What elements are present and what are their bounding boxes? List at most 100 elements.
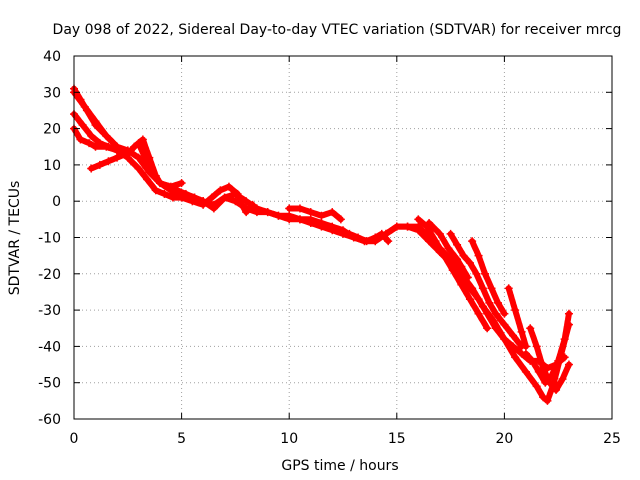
- data-point: [384, 237, 393, 246]
- data-point: [336, 215, 345, 224]
- data-point: [295, 215, 304, 224]
- series-band: [505, 285, 529, 350]
- series-band: [415, 216, 491, 332]
- data-point: [521, 349, 530, 358]
- y-tick-label: -40: [38, 339, 61, 355]
- series-track-8: [285, 204, 345, 224]
- data-point: [403, 222, 412, 231]
- data-point: [306, 215, 315, 224]
- series-band: [426, 220, 471, 281]
- y-tick-label: -50: [38, 376, 61, 392]
- data-point: [483, 309, 492, 318]
- data-point: [306, 208, 315, 217]
- data-point: [317, 218, 326, 227]
- data-point: [457, 280, 466, 289]
- data-point: [528, 356, 537, 365]
- data-point: [76, 135, 85, 144]
- data-point: [414, 222, 423, 231]
- data-point: [487, 284, 496, 293]
- data-point: [113, 153, 122, 162]
- data-point: [237, 200, 246, 209]
- data-point: [224, 182, 233, 191]
- y-tick-label: -60: [38, 412, 61, 428]
- data-point: [164, 182, 173, 191]
- data-point: [465, 284, 474, 293]
- data-point: [539, 364, 548, 373]
- data-point: [328, 208, 337, 217]
- data-point: [564, 309, 573, 318]
- data-point: [552, 385, 561, 394]
- data-point: [147, 168, 156, 177]
- data-point: [78, 120, 87, 129]
- data-point: [435, 229, 444, 238]
- data-point: [532, 342, 541, 351]
- data-point: [465, 295, 474, 304]
- data-point: [521, 367, 530, 376]
- data-point: [345, 229, 354, 238]
- y-tick-label: 0: [52, 194, 61, 210]
- y-tick-label: 40: [43, 49, 61, 65]
- data-point: [558, 375, 567, 384]
- data-point: [465, 258, 474, 267]
- x-tick-label: 5: [177, 431, 186, 447]
- series-track-9: [345, 229, 393, 246]
- data-point: [134, 164, 143, 173]
- data-point: [141, 153, 150, 162]
- data-point: [102, 142, 111, 151]
- data-point: [457, 262, 466, 271]
- data-point: [493, 298, 502, 307]
- x-tick-label: 20: [495, 431, 513, 447]
- series-track-13: [468, 237, 509, 318]
- data-point: [143, 175, 152, 184]
- data-point: [95, 160, 104, 169]
- data-point: [554, 356, 563, 365]
- data-point: [468, 237, 477, 246]
- y-tick-label: 30: [43, 85, 61, 101]
- data-point: [481, 269, 490, 278]
- data-point: [168, 193, 177, 202]
- series-track-12: [446, 229, 526, 351]
- data-point: [362, 237, 371, 246]
- data-point: [188, 197, 197, 206]
- data-point: [339, 226, 347, 235]
- data-point: [91, 142, 100, 151]
- data-point: [295, 204, 304, 213]
- data-point: [209, 200, 218, 209]
- data-point: [80, 102, 89, 111]
- data-point: [207, 193, 216, 202]
- data-point: [504, 284, 513, 293]
- y-tick-label: -10: [38, 231, 61, 247]
- data-point: [532, 382, 541, 391]
- data-point: [177, 179, 186, 188]
- data-point: [377, 229, 386, 238]
- data-point: [371, 233, 380, 242]
- series-band: [71, 111, 568, 372]
- data-point: [511, 353, 520, 362]
- data-point: [517, 327, 526, 336]
- data-point: [509, 331, 518, 340]
- data-point: [274, 211, 283, 220]
- data-point: [263, 208, 272, 217]
- data-point: [102, 131, 111, 140]
- y-tick-label: -20: [38, 267, 61, 283]
- data-point: [453, 240, 462, 249]
- data-point: [87, 164, 96, 173]
- data-point: [472, 269, 481, 278]
- series-track-11: [425, 218, 472, 282]
- data-point: [431, 237, 440, 246]
- data-point: [474, 309, 483, 318]
- data-point: [85, 139, 94, 148]
- data-point: [181, 189, 190, 198]
- data-point: [160, 189, 169, 198]
- data-point: [474, 295, 483, 304]
- x-tick-label: 0: [70, 431, 79, 447]
- data-point: [134, 139, 143, 148]
- data-point: [545, 378, 554, 387]
- x-tick-label: 15: [388, 431, 406, 447]
- series-track-16: [526, 324, 573, 394]
- series-band: [71, 89, 120, 150]
- data-point: [156, 179, 165, 188]
- data-point: [233, 189, 242, 198]
- data-point: [453, 255, 462, 264]
